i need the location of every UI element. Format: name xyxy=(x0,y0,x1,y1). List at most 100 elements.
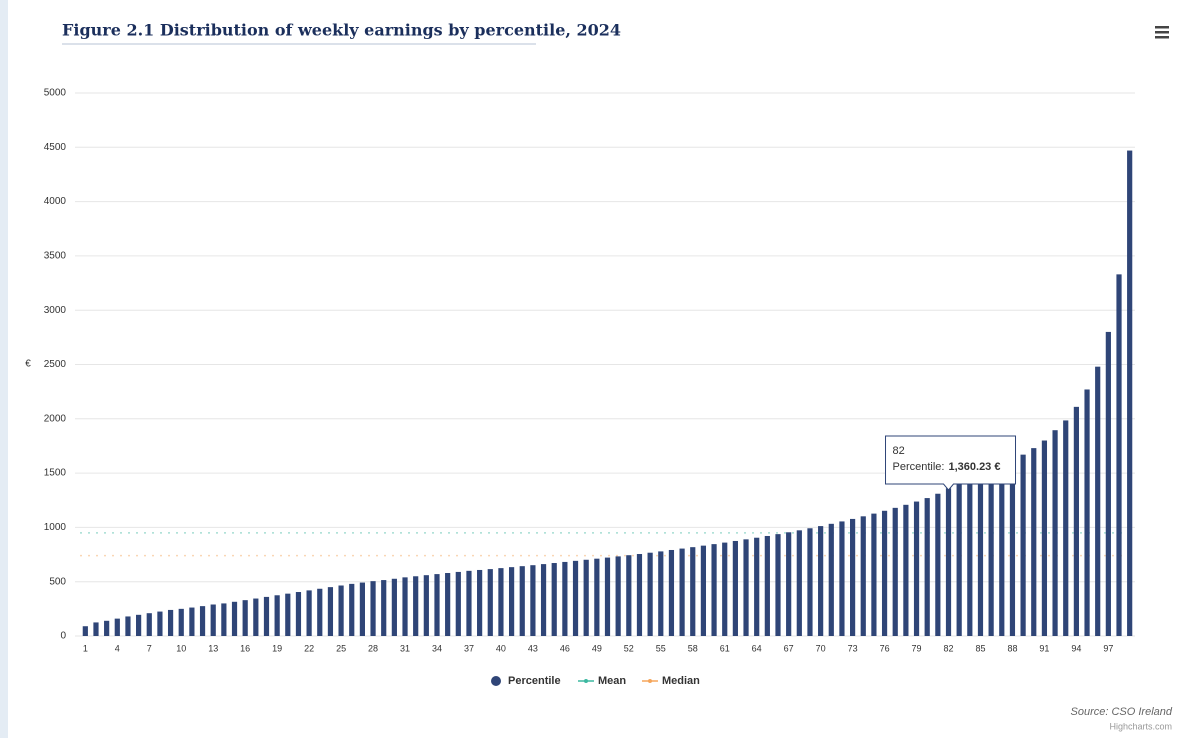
bar xyxy=(306,590,312,636)
bar xyxy=(370,581,376,636)
bar xyxy=(82,626,88,636)
y-tick-label: 1000 xyxy=(44,522,67,533)
bar xyxy=(679,548,685,636)
bar xyxy=(924,498,930,636)
x-tick-label: 55 xyxy=(656,643,666,653)
x-tick-label: 97 xyxy=(1103,643,1113,653)
y-tick-label: 2500 xyxy=(44,359,67,370)
x-tick-label: 1 xyxy=(83,643,88,653)
bar xyxy=(1052,430,1058,636)
bar xyxy=(327,587,334,636)
bar xyxy=(945,488,952,636)
bar xyxy=(1009,462,1016,636)
bar xyxy=(1041,440,1048,636)
bar xyxy=(125,616,131,636)
x-tick-label: 40 xyxy=(496,643,506,653)
x-tick-label: 52 xyxy=(624,643,634,653)
bar xyxy=(1031,448,1037,636)
bar xyxy=(349,583,355,636)
bar xyxy=(391,578,397,636)
bar xyxy=(583,559,589,636)
x-tick-label: 28 xyxy=(368,643,378,653)
bar xyxy=(1073,406,1079,636)
bar xyxy=(892,507,898,636)
x-tick-label: 85 xyxy=(975,643,985,653)
bar xyxy=(338,585,344,636)
bar xyxy=(210,604,216,636)
x-tick-label: 19 xyxy=(272,643,282,653)
bar xyxy=(903,504,909,636)
x-tick-label: 16 xyxy=(240,643,250,653)
bar xyxy=(477,569,483,636)
bar xyxy=(956,484,962,636)
bar xyxy=(913,501,920,636)
bar xyxy=(988,473,994,636)
bar xyxy=(540,564,547,636)
tooltip: 82 Percentile: 1,360.23 € xyxy=(885,435,1017,491)
x-tick-label: 91 xyxy=(1039,643,1049,653)
side-strip xyxy=(0,0,8,738)
bar xyxy=(423,575,429,636)
y-tick-label: 3000 xyxy=(44,305,67,316)
bar xyxy=(850,518,856,636)
tooltip-series: Percentile: xyxy=(893,461,945,473)
bar xyxy=(274,595,280,636)
bar xyxy=(146,613,152,636)
bar xyxy=(434,574,440,636)
x-tick-label: 94 xyxy=(1071,643,1081,653)
bar xyxy=(818,526,824,636)
tooltip-text: Percentile: 1,360.23 € xyxy=(893,461,1001,473)
bar xyxy=(136,614,142,636)
bar xyxy=(1116,274,1122,636)
bar xyxy=(881,510,888,636)
tooltip-box xyxy=(885,435,1017,491)
credits: Highcharts.com xyxy=(1109,721,1172,731)
bar xyxy=(242,600,248,636)
x-tick-label: 58 xyxy=(688,643,698,653)
bar xyxy=(636,554,643,636)
bar xyxy=(1095,366,1101,636)
bar xyxy=(263,596,270,636)
x-tick-label: 4 xyxy=(115,643,120,653)
x-tick-label: 49 xyxy=(592,643,602,653)
bar xyxy=(402,577,408,636)
x-tick-label: 46 xyxy=(560,643,570,653)
bar xyxy=(487,569,493,636)
menu-button[interactable] xyxy=(1155,26,1169,39)
legend-symbol xyxy=(491,676,501,686)
x-tick-label: 76 xyxy=(880,643,890,653)
bar xyxy=(381,580,387,636)
y-tick-label: 1500 xyxy=(44,468,67,479)
bar xyxy=(839,521,845,636)
bar xyxy=(999,468,1005,636)
y-tick-label: 500 xyxy=(49,576,66,587)
bar xyxy=(455,571,461,636)
y-tick-label: 4500 xyxy=(44,142,67,153)
bar xyxy=(722,542,728,636)
x-tick-label: 70 xyxy=(816,643,826,653)
x-tick-label: 10 xyxy=(176,643,186,653)
bar xyxy=(253,598,259,636)
bar xyxy=(647,552,653,636)
bar xyxy=(221,603,227,636)
bar xyxy=(1063,420,1069,636)
y-tick-label: 0 xyxy=(60,631,66,642)
x-tick-label: 43 xyxy=(528,643,538,653)
bar xyxy=(551,563,557,636)
y-tick-label: 2000 xyxy=(44,413,67,424)
bar xyxy=(658,551,664,636)
bar xyxy=(93,622,99,636)
bar xyxy=(445,573,451,636)
bar xyxy=(157,611,163,636)
bar xyxy=(1105,331,1111,636)
bar xyxy=(754,537,760,636)
bar xyxy=(796,530,802,636)
bar xyxy=(1127,150,1133,637)
bar xyxy=(519,566,525,636)
x-tick-label: 37 xyxy=(464,643,474,653)
bar xyxy=(178,608,184,636)
y-axis-label: € xyxy=(25,359,31,370)
legend-symbol xyxy=(584,679,588,683)
bar xyxy=(114,618,120,636)
